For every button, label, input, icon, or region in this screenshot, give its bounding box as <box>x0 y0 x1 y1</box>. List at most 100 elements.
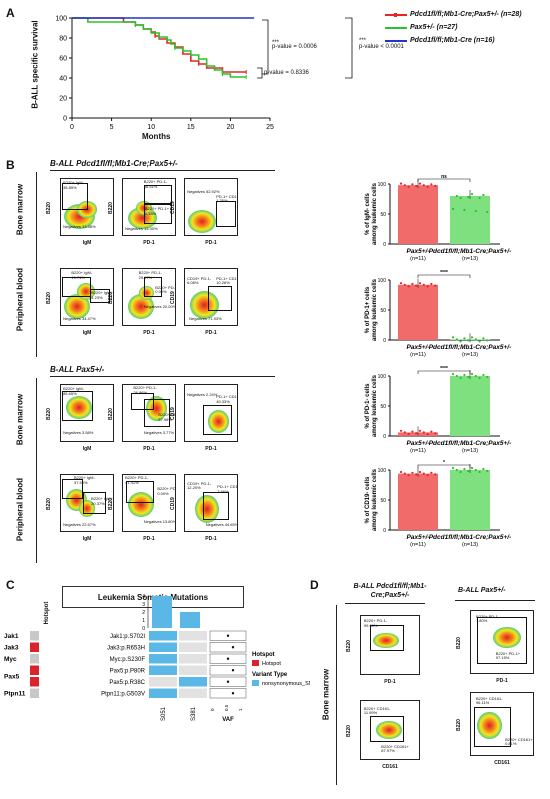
data-point <box>418 470 422 474</box>
gate-label: B220+ PD-1+ 97.15% <box>495 650 521 661</box>
data-point <box>422 184 425 187</box>
gate <box>203 491 230 520</box>
flow-plot: B220+ CD161- 96.11% B220+ CD161+ 0.81% <box>470 692 534 756</box>
gate <box>216 201 236 227</box>
data-point <box>463 467 466 471</box>
flow-plot: B220+ IgM- 35.89% Negatives 13.38% <box>60 178 114 236</box>
bar-y-label: % of CD19- cellsamong leukemic cells <box>365 468 378 531</box>
mutation-cell <box>149 665 177 675</box>
axis-label: B220 <box>108 292 114 304</box>
data-point <box>434 473 437 476</box>
gate <box>143 204 173 224</box>
vaf-label: VAF <box>222 717 234 723</box>
count-tick: 4 <box>142 594 145 600</box>
sig-bracket <box>417 274 471 278</box>
axis-label: IgM <box>82 536 92 542</box>
data-point <box>399 429 403 432</box>
axis-label: B220 <box>108 408 114 420</box>
gate <box>62 390 94 422</box>
group-n: (n=13) <box>462 542 478 548</box>
axis-ticks <box>60 532 114 533</box>
cell-population <box>477 711 502 740</box>
legend-item: Pdcd1fl/fl;Mb1-Cre (n=16) <box>385 34 550 47</box>
x-tick-label: 5 <box>110 124 114 131</box>
gene-label: Pax5 <box>4 673 20 680</box>
axis-ticks <box>360 675 420 676</box>
vaf-tick: 1 <box>238 708 243 711</box>
vaf-point <box>226 657 230 660</box>
bracket <box>345 17 353 79</box>
axis-label: IgM <box>82 240 92 246</box>
axis-label: PD-1 <box>205 446 217 452</box>
data-point <box>426 474 429 477</box>
data-point <box>418 282 422 285</box>
axis-label: CD19 <box>170 201 176 214</box>
gate <box>369 715 405 742</box>
data-point <box>467 339 470 342</box>
cell-population <box>208 410 230 433</box>
hotspot-cell <box>30 631 39 641</box>
bar-y-label: % of PD-1+ cellsamong leukemic cells <box>365 278 378 341</box>
sig-bracket <box>417 370 471 374</box>
gene-label: Myc <box>4 656 17 663</box>
hotspot-cell <box>30 688 39 698</box>
data-point <box>407 285 410 288</box>
y-tick-label: 0 <box>383 528 386 534</box>
data-point <box>463 208 466 212</box>
axis-ticks <box>122 326 176 327</box>
vaf-point <box>231 669 235 672</box>
sig-bracket <box>417 178 471 182</box>
sig-bracket <box>417 464 471 468</box>
axis-ticks <box>360 760 420 761</box>
axis-label: B220 <box>108 202 114 214</box>
data-point <box>399 182 403 185</box>
data-point <box>482 373 485 377</box>
flow-plot: CD19+ PD-1- 6.08% PD-1+ CD19- 10.26% Negat… <box>184 268 238 326</box>
axis-label: CD19 <box>170 407 176 420</box>
y-tick-label: 100 <box>378 278 387 284</box>
data-point <box>478 470 481 474</box>
gate-label: B220+ PD-1+ 0.00% <box>155 284 175 295</box>
gate-label: B220+ IgM- 85.65% <box>63 386 84 396</box>
data-point <box>411 282 414 286</box>
data-point <box>470 192 474 196</box>
data-point <box>422 472 425 475</box>
data-point <box>486 339 489 342</box>
data-point <box>459 376 462 380</box>
y-tick-label: 60 <box>59 56 67 63</box>
data-point <box>482 467 485 471</box>
data-point <box>482 337 485 340</box>
axis-label: CD19 <box>170 291 176 304</box>
flow-plot: B220+ PD-1- 86.51% B220+ PD-1+ 0.18% Negat… <box>122 178 176 236</box>
sig-label: **** <box>440 366 448 372</box>
gate-label: B220+ PD-1- 86.51% <box>143 179 168 189</box>
data-point <box>455 194 458 198</box>
gate-label: B220+ CD161- 11.99% <box>363 705 391 716</box>
stat-p-2: p-value < 0.0001 <box>359 44 404 50</box>
group-label: Pax5+/- <box>407 534 430 541</box>
y-tick-label: 100 <box>378 468 387 474</box>
axis-label: PD-1 <box>143 446 155 452</box>
flow-plot: B220+ CD161- 11.99% B220+ CD161+ 87.97% <box>360 700 420 760</box>
bar-chart: 0 50 100% of PD-1+ cellsamong leukemic cel… <box>365 270 511 358</box>
data-point <box>418 182 422 185</box>
group-label: Pdcd1fl/fl;Mb1-Cre;Pax5+/- <box>429 534 512 541</box>
axis-ticks <box>122 532 176 533</box>
data-point <box>467 195 470 199</box>
data-point <box>430 471 433 474</box>
axis-label: PD-1 <box>205 330 217 336</box>
gate <box>125 480 155 503</box>
data-point <box>415 284 418 287</box>
group-n: (n=13) <box>462 448 478 454</box>
data-point <box>422 431 425 434</box>
gate-label: B220+ PD-1+ 0.18% <box>144 206 170 216</box>
survival-line <box>72 17 247 73</box>
gate-label: B220+ IgM- 19.71% <box>71 270 93 280</box>
legend-label: nonsynonymous_SNV <box>262 681 310 687</box>
x-tick-label: 20 <box>227 124 235 131</box>
mutation-cell <box>179 665 207 675</box>
y-tick-label: 100 <box>378 182 387 188</box>
vaf-point <box>226 634 230 637</box>
mutation-label: Pax5:p.P80R <box>110 669 146 675</box>
gate-label: B220+ PD-1- 26.86% <box>133 385 157 395</box>
